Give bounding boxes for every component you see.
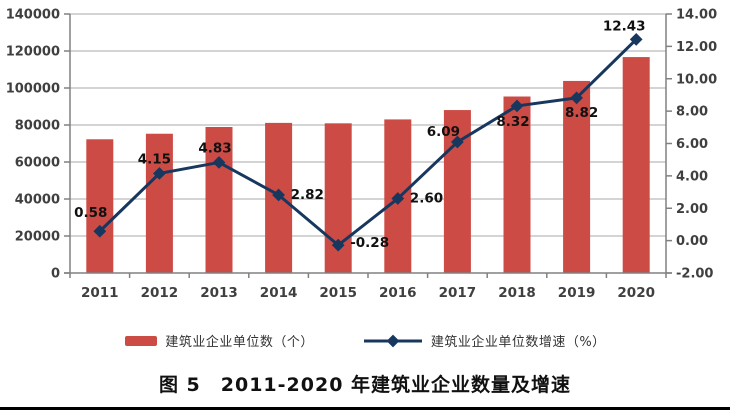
right-axis-tick-label: 10.00 bbox=[676, 72, 717, 87]
x-axis-label: 2016 bbox=[379, 285, 417, 301]
legend-label-line: 建筑业企业单位数增速（%） bbox=[430, 335, 606, 350]
data-label-2017: 6.09 bbox=[427, 124, 460, 140]
bar-series-swatch-icon bbox=[125, 335, 158, 346]
line-marker-2011 bbox=[93, 224, 107, 238]
data-label-2013: 4.83 bbox=[198, 140, 231, 156]
bar-2019 bbox=[563, 80, 591, 274]
bar-2011 bbox=[86, 139, 114, 273]
line-marker-2016 bbox=[391, 192, 405, 205]
bar-2020 bbox=[622, 57, 650, 273]
left-axis-tick-label: 80000 bbox=[15, 119, 60, 134]
line-marker-2014 bbox=[272, 188, 285, 202]
bottom-divider bbox=[0, 407, 730, 410]
right-axis-tick-label: -2.00 bbox=[676, 267, 713, 282]
line-marker-2015 bbox=[331, 238, 345, 252]
right-axis-tick-label: 8.00 bbox=[676, 105, 708, 120]
left-axis-tick-label: 40000 bbox=[15, 193, 60, 208]
x-axis-label: 2020 bbox=[617, 285, 655, 301]
bar-2018 bbox=[503, 96, 531, 273]
legend-item-bars: 建筑业企业单位数（个） bbox=[124, 331, 314, 350]
left-axis-tick-label: 140000 bbox=[6, 8, 60, 23]
data-label-2012: 4.15 bbox=[138, 151, 171, 167]
x-axis-label: 2011 bbox=[81, 285, 119, 301]
line-marker-2017 bbox=[451, 135, 464, 149]
legend-item-line: 建筑业企业单位数增速（%） bbox=[362, 331, 606, 350]
x-axis-label: 2019 bbox=[558, 285, 596, 301]
right-axis-tick-label: 14.00 bbox=[676, 8, 717, 23]
data-label-2015: -0.28 bbox=[350, 235, 389, 251]
left-axis-tick-label: 0 bbox=[51, 267, 60, 282]
left-axis-tick-label: 20000 bbox=[15, 230, 60, 245]
left-axis-tick-label: 60000 bbox=[15, 156, 60, 171]
data-label-2020: 12.43 bbox=[603, 18, 646, 34]
chart-legend: 建筑业企业单位数（个） 建筑业企业单位数增速（%） bbox=[0, 331, 730, 350]
x-axis-label: 2014 bbox=[260, 285, 298, 301]
data-label-2019: 8.82 bbox=[565, 105, 598, 121]
left-axis-tick-label: 120000 bbox=[6, 45, 60, 60]
x-axis-label: 2013 bbox=[200, 285, 238, 301]
combo-chart: 0 20000 40000 60000 80000 100000 120000 140000 -… bbox=[6, 8, 717, 302]
right-axis-tick-label: 0.00 bbox=[676, 234, 708, 249]
bar-2012 bbox=[145, 133, 173, 273]
line-marker-2012 bbox=[153, 167, 166, 180]
growth-line bbox=[98, 37, 638, 247]
data-label-2016: 2.60 bbox=[410, 191, 443, 207]
legend-label-bars: 建筑业企业单位数（个） bbox=[165, 335, 314, 350]
data-label-2011: 0.58 bbox=[74, 205, 107, 221]
line-series-marker-icon bbox=[363, 334, 422, 347]
figure-caption: 图 5 2011-2020 年建筑业企业数量及增速 bbox=[158, 374, 572, 396]
data-label-2014: 2.82 bbox=[291, 187, 324, 203]
left-axis-tick-label: 100000 bbox=[6, 82, 60, 97]
right-axis-tick-label: 6.00 bbox=[676, 137, 708, 152]
x-axis-label: 2015 bbox=[319, 285, 357, 301]
data-label-2018: 8.32 bbox=[496, 114, 529, 130]
line-marker-2013 bbox=[212, 156, 226, 169]
right-axis-tick-label: 4.00 bbox=[676, 169, 708, 184]
x-axis-label: 2012 bbox=[141, 285, 179, 301]
right-axis-tick-label: 12.00 bbox=[676, 40, 717, 55]
x-axis-label: 2017 bbox=[439, 285, 477, 301]
right-axis-tick-label: 2.00 bbox=[676, 202, 708, 217]
x-axis-label: 2018 bbox=[498, 285, 536, 301]
bar-2013 bbox=[205, 126, 233, 273]
